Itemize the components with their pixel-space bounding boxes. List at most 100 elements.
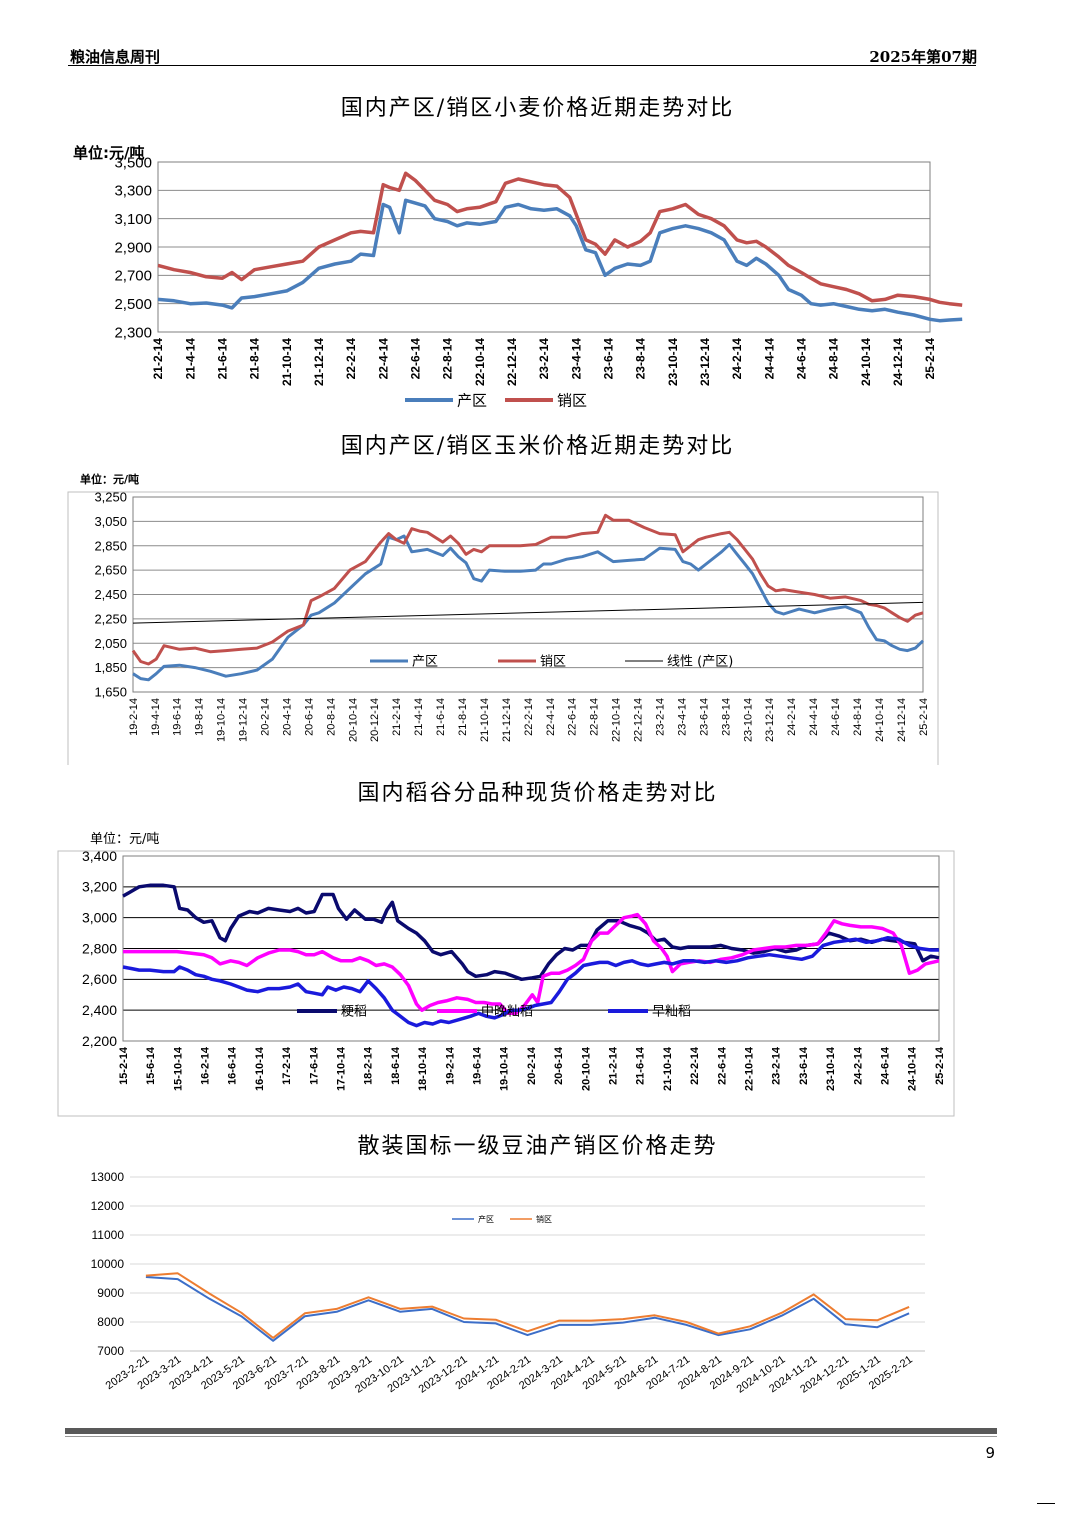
series-line-1 bbox=[122, 883, 940, 982]
x-tick-label: 23-8-14 bbox=[720, 698, 732, 736]
y-tick-label: 3,300 bbox=[114, 183, 152, 200]
x-tick-label: 24-6-14 bbox=[795, 338, 809, 380]
x-tick-label: 21-8-14 bbox=[248, 338, 262, 380]
chart-1-title: 国内产区/销区小麦价格近期走势对比 bbox=[340, 96, 735, 121]
legend-label: 销区 bbox=[557, 391, 587, 409]
series-line-1 bbox=[157, 198, 963, 323]
legend-label: 销区 bbox=[540, 655, 566, 670]
y-tick-label: 2,600 bbox=[82, 971, 117, 987]
x-tick-label: 23-4-14 bbox=[569, 338, 583, 380]
x-tick-label: 24-2-14 bbox=[786, 698, 798, 736]
x-tick-label: 24-10-14 bbox=[907, 1046, 919, 1091]
x-tick-label: 24-10-14 bbox=[874, 698, 886, 742]
x-tick-label: 22-8-14 bbox=[441, 338, 455, 380]
x-tick-label: 23-8-14 bbox=[634, 338, 648, 380]
y-tick-label: 2,500 bbox=[114, 296, 152, 313]
x-tick-label: 19-2-14 bbox=[128, 698, 140, 736]
y-tick-label: 2,850 bbox=[94, 538, 127, 553]
header-right: 2025年第07期 bbox=[869, 48, 977, 66]
x-tick-label: 25-2-14 bbox=[934, 1046, 946, 1085]
chart-2-title: 国内产区/销区玉米价格近期走势对比 bbox=[340, 434, 735, 459]
x-tick-label: 19-12-14 bbox=[238, 698, 250, 742]
x-tick-label: 16-2-14 bbox=[199, 1046, 211, 1085]
y-tick-label: 3,250 bbox=[94, 490, 127, 505]
x-tick-label: 23-10-14 bbox=[742, 698, 754, 742]
x-tick-label: 24-2-14 bbox=[730, 338, 744, 380]
corn-chart: 1,650 1,850 2,050 2,250 2,450 2,650 2,850 3,050… bbox=[67, 472, 939, 765]
x-tick-label: 23-10-14 bbox=[666, 338, 680, 386]
x-tick-label: 23-6-14 bbox=[798, 1046, 810, 1085]
x-tick-label: 20-2-14 bbox=[526, 1046, 538, 1085]
x-tick-label: 23-4-14 bbox=[676, 698, 688, 736]
x-tick-label: 21-4-14 bbox=[413, 698, 425, 736]
y-tick-label: 3,000 bbox=[82, 910, 117, 926]
x-tick-label: 24-6-14 bbox=[879, 1046, 891, 1085]
x-tick-label: 25-2-14 bbox=[923, 338, 937, 380]
x-tick-label: 23-12-14 bbox=[764, 698, 776, 742]
legend-label: 产区 bbox=[457, 391, 487, 409]
x-tick-label: 17-10-14 bbox=[335, 1046, 347, 1091]
x-tick-label: 19-6-14 bbox=[471, 1046, 483, 1085]
x-tick-label: 20-6-14 bbox=[303, 698, 315, 736]
x-tick-label: 22-10-14 bbox=[743, 1046, 755, 1091]
x-tick-label: 24-8-14 bbox=[827, 338, 841, 380]
x-tick-label: 19-8-14 bbox=[194, 698, 206, 736]
x-tick-label: 19-2-14 bbox=[444, 1046, 456, 1085]
x-tick-label: 22-4-14 bbox=[545, 698, 557, 736]
x-tick-label: 20-10-14 bbox=[347, 698, 359, 742]
x-tick-label: 22-6-14 bbox=[716, 1046, 728, 1085]
y-tick-label: 9000 bbox=[97, 1286, 124, 1300]
x-tick-label: 22-2-14 bbox=[689, 1046, 701, 1085]
legend-label: 早籼稻 bbox=[652, 1005, 691, 1020]
y-tick-label: 2,450 bbox=[94, 587, 127, 602]
chart-outer-frame bbox=[67, 491, 939, 765]
x-tick-label: 22-6-14 bbox=[409, 338, 423, 380]
x-tick-label: 24-6-14 bbox=[830, 698, 842, 736]
y-tick-label: 3,500 bbox=[114, 154, 152, 171]
y-tick-label: 8000 bbox=[97, 1315, 124, 1329]
legend-label: 销区 bbox=[536, 1214, 552, 1224]
x-tick-label: 23-6-14 bbox=[602, 338, 616, 380]
x-tick-label: 21-2-14 bbox=[151, 338, 165, 380]
page-number: 9 bbox=[985, 1444, 995, 1462]
unit-label: 单位:元/吨 bbox=[73, 144, 144, 162]
x-tick-label: 19-4-14 bbox=[150, 698, 162, 736]
x-tick-label: 21-10-14 bbox=[280, 338, 294, 386]
y-tick-label: 2,700 bbox=[114, 268, 152, 285]
x-tick-label: 20-4-14 bbox=[281, 698, 293, 736]
x-tick-label: 21-4-14 bbox=[183, 338, 197, 380]
plot-frame bbox=[157, 161, 931, 333]
header-rule bbox=[68, 65, 976, 66]
x-tick-label: 19-6-14 bbox=[172, 698, 184, 736]
y-tick-label: 2,800 bbox=[82, 940, 117, 956]
x-tick-label: 19-10-14 bbox=[216, 698, 228, 742]
x-tick-label: 15-10-14 bbox=[172, 1046, 184, 1091]
chart-3-title: 国内稻谷分品种现货价格走势对比 bbox=[357, 781, 718, 806]
x-tick-label: 18-6-14 bbox=[390, 1046, 402, 1085]
x-tick-label: 24-12-14 bbox=[896, 698, 908, 742]
x-tick-label: 17-6-14 bbox=[308, 1046, 320, 1085]
x-tick-label: 24-4-14 bbox=[808, 698, 820, 736]
x-tick-label: 21-6-14 bbox=[435, 698, 447, 736]
x-tick-label: 18-10-14 bbox=[417, 1046, 429, 1091]
legend-label: 产区 bbox=[478, 1214, 494, 1224]
x-tick-label: 18-2-14 bbox=[363, 1046, 375, 1085]
x-tick-label: 22-6-14 bbox=[567, 698, 579, 736]
x-tick-label: 20-12-14 bbox=[369, 698, 381, 742]
x-tick-label: 20-2-14 bbox=[260, 698, 272, 736]
footer-rule bbox=[65, 1428, 997, 1434]
y-tick-label: 2,400 bbox=[82, 1002, 117, 1018]
y-tick-label: 3,200 bbox=[82, 879, 117, 895]
x-tick-label: 22-4-14 bbox=[376, 338, 390, 380]
x-tick-label: 24-8-14 bbox=[852, 698, 864, 736]
series-line-1 bbox=[145, 1276, 910, 1342]
x-tick-label: 22-10-14 bbox=[473, 338, 487, 386]
series-line-2 bbox=[131, 513, 924, 666]
x-tick-label: 22-8-14 bbox=[589, 698, 601, 736]
x-tick-label: 22-10-14 bbox=[611, 698, 623, 742]
x-tick-label: 23-2-14 bbox=[771, 1046, 783, 1085]
y-tick-label: 2,900 bbox=[114, 239, 152, 256]
chart-4-title: 散装国标一级豆油产销区价格走势 bbox=[357, 1134, 718, 1159]
x-tick-label: 19-10-14 bbox=[499, 1046, 511, 1091]
x-tick-label: 15-6-14 bbox=[145, 1046, 157, 1085]
